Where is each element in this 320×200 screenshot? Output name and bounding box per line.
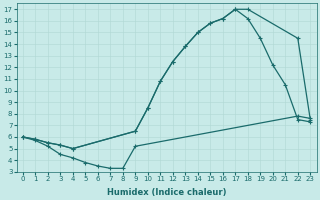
X-axis label: Humidex (Indice chaleur): Humidex (Indice chaleur)	[107, 188, 226, 197]
